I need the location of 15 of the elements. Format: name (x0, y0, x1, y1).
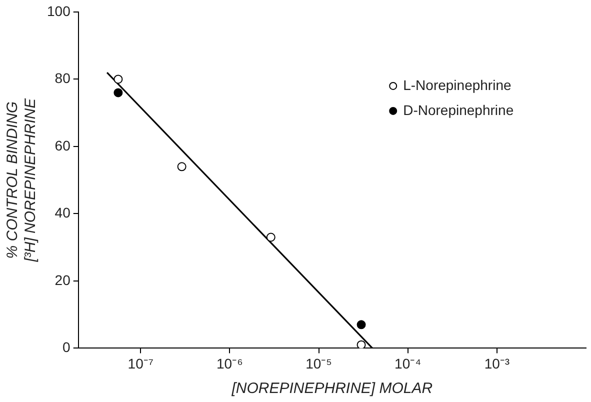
x-tick-label: 10⁻⁵ (306, 355, 332, 372)
y-axis-title: % CONTROL BINDING [³H] NOREPINEPHRINE (4, 97, 40, 263)
x-tick-label: 10⁻⁶ (216, 355, 243, 372)
x-tick-label: 10⁻³ (484, 355, 510, 372)
y-tick-label: 100 (47, 2, 71, 19)
y-tick-label: 80 (54, 70, 71, 86)
x-axis-title: [NOREPINEPHRINE] MOLAR (230, 380, 433, 398)
legend-label: D-Norepinephrine (403, 102, 514, 118)
y-tick-label: 20 (54, 272, 71, 288)
x-tick-label: 10⁻⁷ (128, 355, 154, 372)
y-tick-label: 40 (54, 204, 71, 221)
x-tick-label: 10⁻⁴ (394, 355, 422, 372)
y-tick-label: 60 (54, 137, 71, 154)
y-tick-label: 0 (62, 339, 71, 356)
legend-label: L-Norepinephrine (403, 76, 512, 93)
